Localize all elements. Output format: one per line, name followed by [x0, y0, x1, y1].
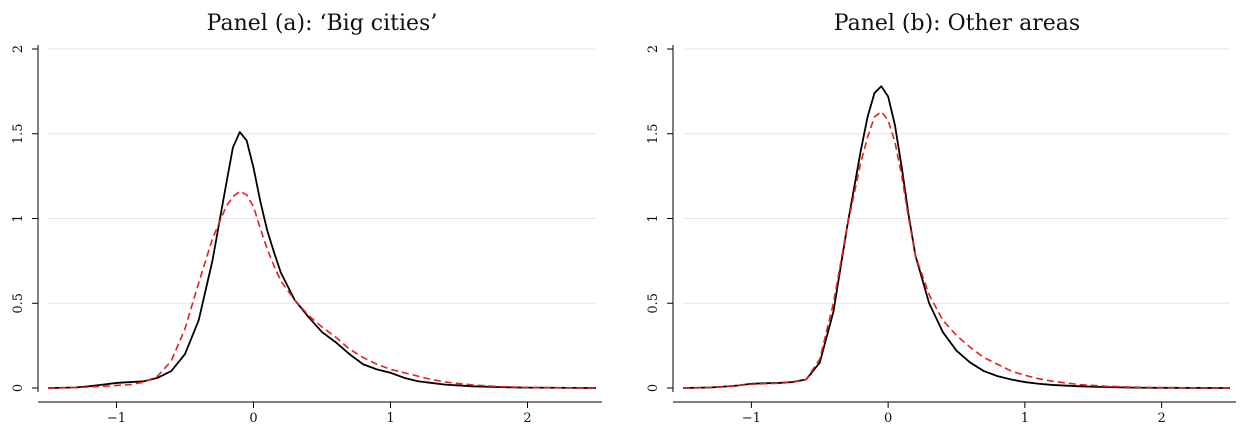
panel-a-y-tick-label: 0.5 [11, 293, 26, 314]
panel-a-title: Panel (a): ‘Big cities’ [207, 11, 438, 36]
panel-a-x-tick-label: 0 [249, 411, 257, 426]
panel-b-y-tick-label: 2 [646, 45, 661, 53]
panel-a-x-tick-label: 2 [523, 411, 531, 426]
panel-b-title: Panel (b): Other areas [834, 11, 1080, 36]
panel-a-y-tick-label: 2 [11, 45, 26, 53]
panel-b-x-tick-label: 0 [884, 411, 892, 426]
panel-a-y-tick-label: 0 [11, 384, 26, 392]
panel-b-x-tick-label: 1 [1021, 411, 1029, 426]
panel-b-x-tick-label: −1 [742, 411, 761, 426]
panel-b: Panel (b): Other areas 0 0.5 1 1.5 2 −1 0 1 2 [646, 11, 1236, 426]
panel-b-series-2-line [682, 110, 1231, 389]
panel-a-x-tick-label: 1 [386, 411, 394, 426]
panel-b-y-tick-label: 0.5 [646, 293, 661, 314]
panel-b-y-tick-label: 0 [646, 384, 661, 392]
panel-a-x-tick-label: −1 [107, 411, 126, 426]
panel-a-y-tick-label: 1.5 [11, 123, 26, 144]
panel-b-y-tick-label: 1 [646, 214, 661, 222]
panel-b-series-1-line [682, 85, 1231, 389]
panel-a-series-1-line [47, 131, 597, 389]
panel-a-series-2-line [47, 190, 597, 389]
panel-a: Panel (a): ‘Big cities’ 0 0.5 1 1.5 2 −1 0 1 2 [11, 11, 602, 426]
panel-b-y-tick-label: 1.5 [646, 123, 661, 144]
panel-a-y-tick-label: 1 [11, 214, 26, 222]
panel-b-x-tick-label: 2 [1157, 411, 1165, 426]
